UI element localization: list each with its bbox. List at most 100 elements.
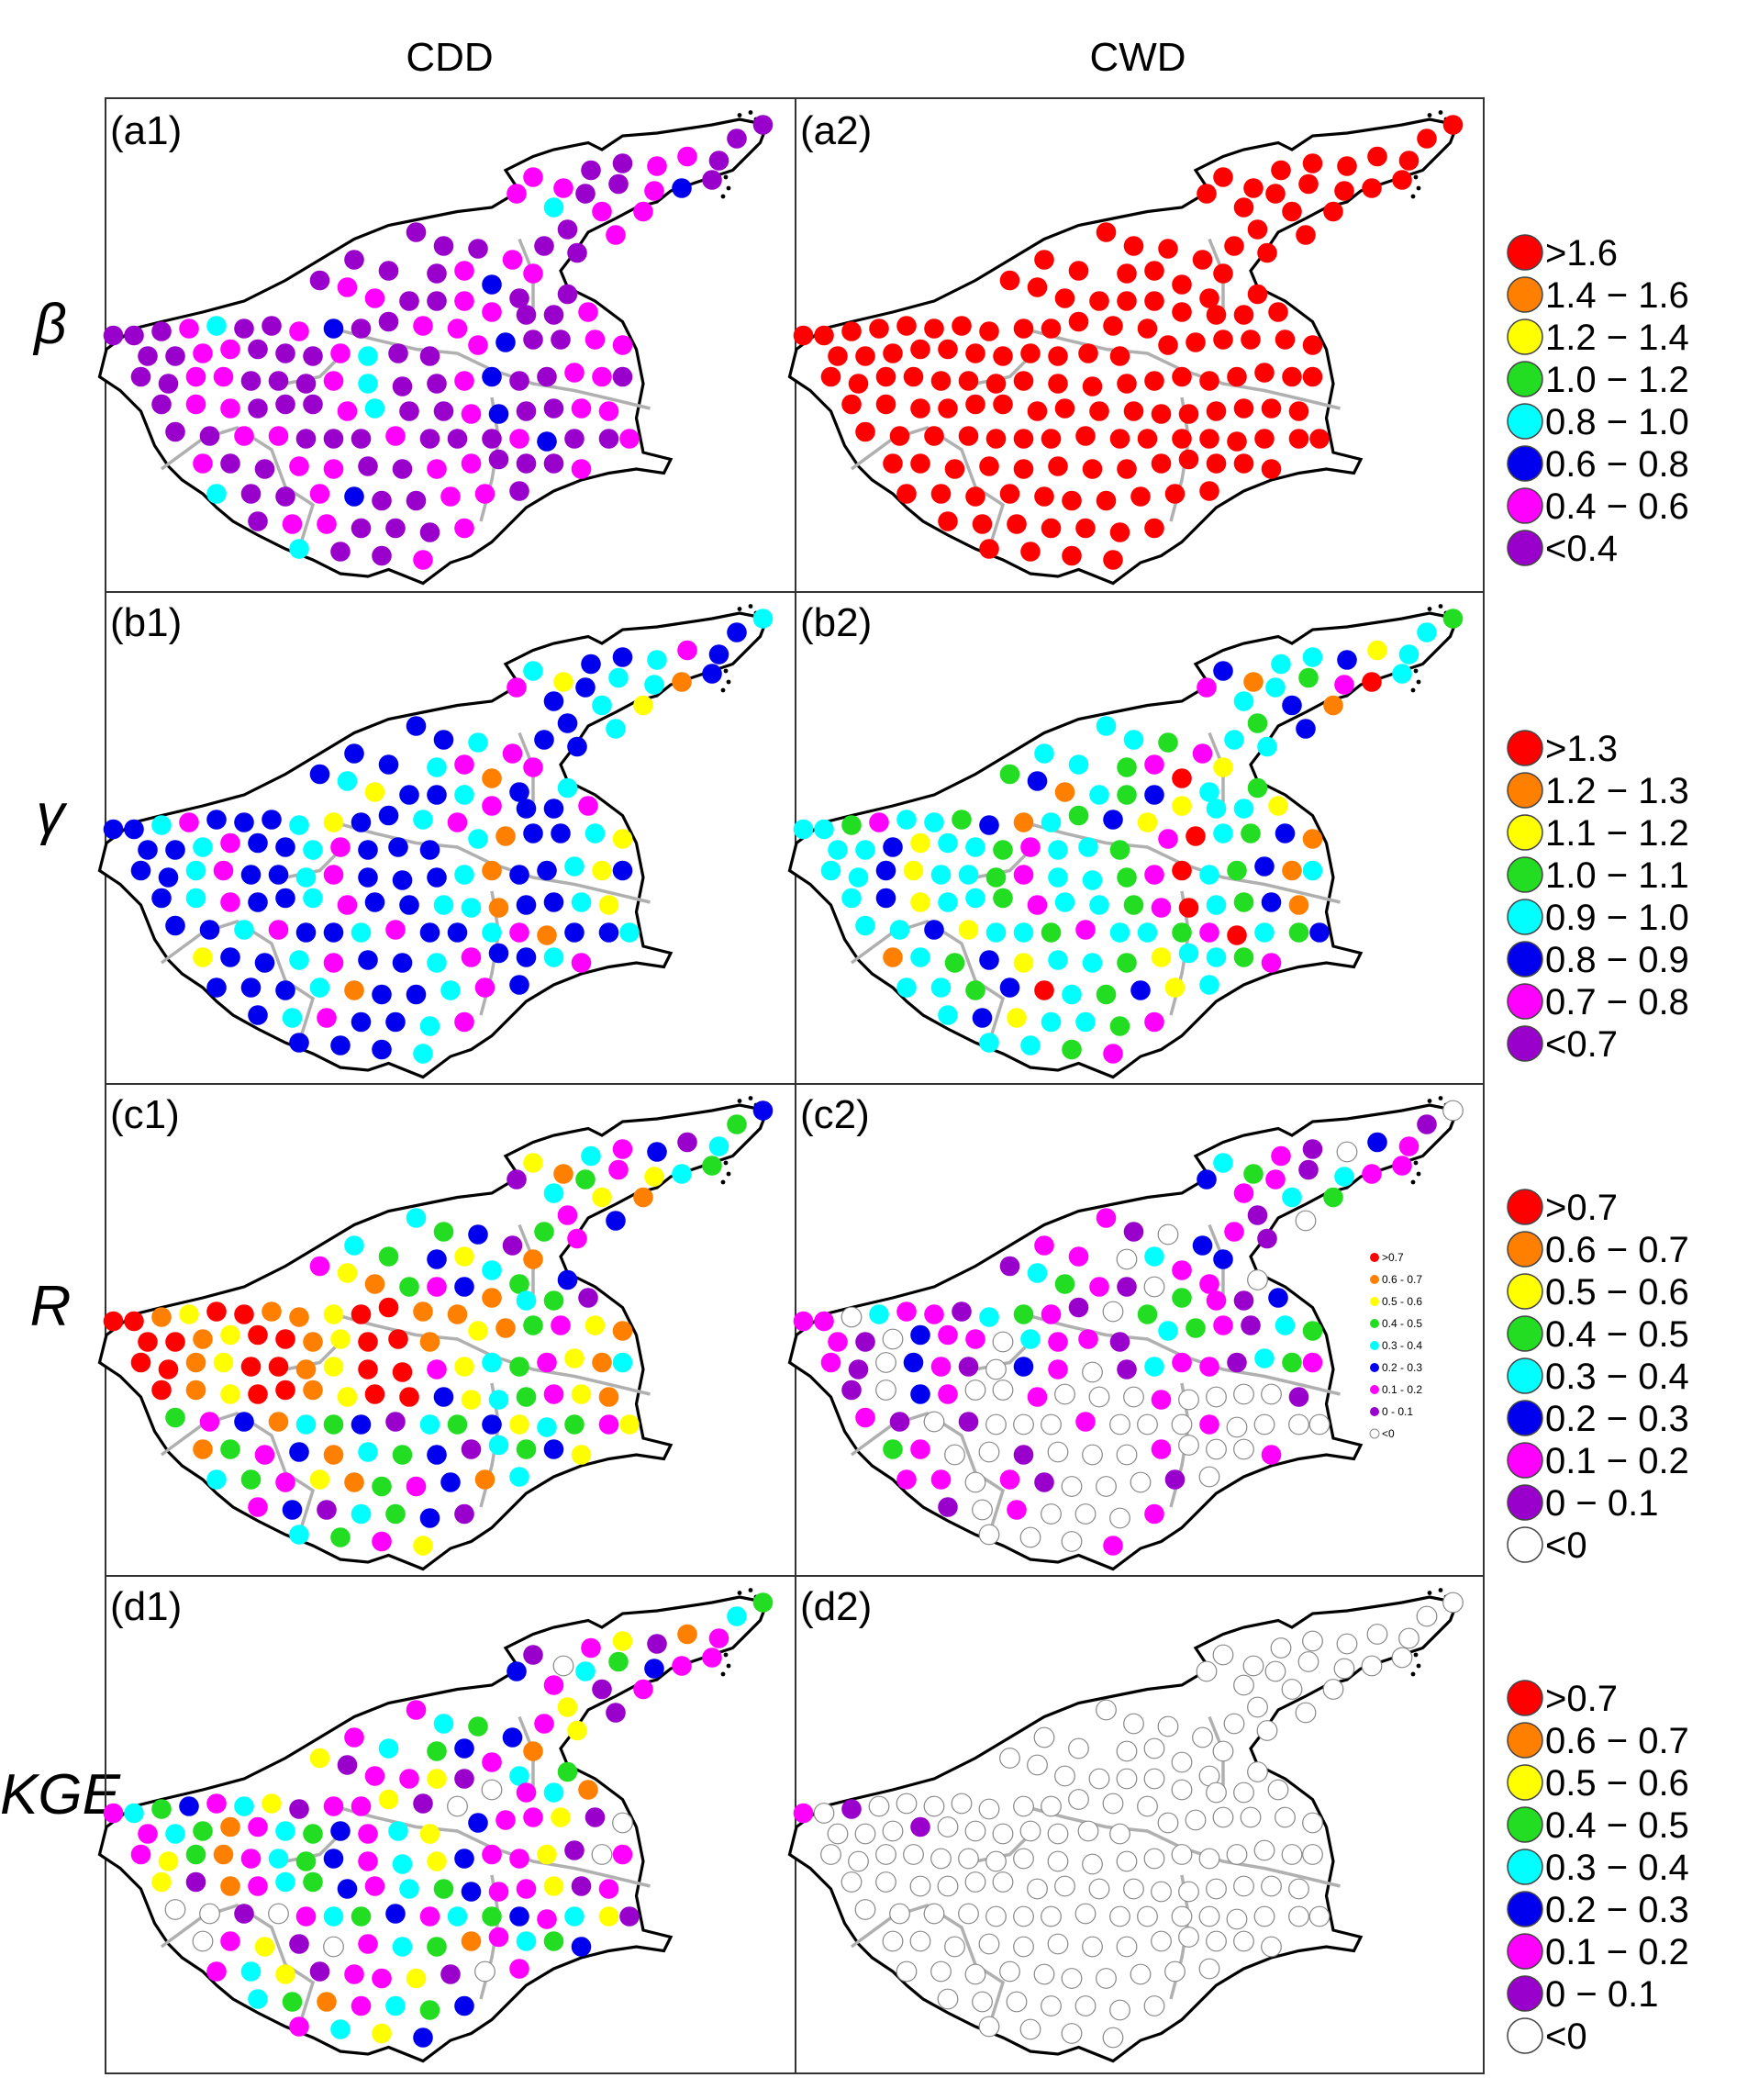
station-marker	[1034, 743, 1054, 764]
station-marker	[1007, 1008, 1027, 1028]
station-marker	[1206, 799, 1227, 819]
station-marker	[1027, 771, 1048, 791]
station-marker	[323, 1357, 344, 1377]
legend-swatch	[1507, 1849, 1543, 1885]
station-marker	[1271, 653, 1291, 675]
station-marker	[309, 484, 330, 504]
station-marker	[937, 1816, 959, 1838]
station-marker	[165, 1824, 185, 1844]
station-marker	[337, 277, 358, 297]
station-marker	[337, 401, 358, 421]
station-marker	[848, 867, 869, 888]
station-marker	[1212, 1644, 1234, 1666]
station-marker	[372, 984, 392, 1005]
station-marker	[295, 922, 317, 943]
station-marker	[1074, 1903, 1097, 1925]
station-marker	[1206, 1290, 1227, 1311]
station-marker	[1075, 920, 1096, 940]
station-marker	[999, 1256, 1020, 1277]
station-marker	[509, 1357, 529, 1377]
station-marker	[427, 757, 447, 777]
map-panel-a1	[97, 110, 774, 586]
station-marker	[344, 1964, 364, 1984]
station-marker	[1309, 429, 1330, 449]
station-marker	[1233, 947, 1254, 967]
station-marker	[1241, 330, 1261, 350]
station-marker	[330, 1035, 351, 1056]
station-marker	[151, 1799, 172, 1819]
inset-legend-swatch	[1370, 1363, 1379, 1372]
station-marker	[543, 1782, 564, 1803]
station-marker	[495, 332, 516, 352]
station-marker	[323, 318, 344, 339]
station-marker	[958, 865, 979, 885]
station-marker	[509, 1467, 529, 1487]
station-marker	[262, 1301, 282, 1322]
station-marker	[351, 1304, 372, 1324]
station-marker	[1302, 335, 1323, 355]
station-marker	[1013, 318, 1034, 339]
station-marker	[938, 892, 958, 912]
island-dot	[748, 604, 753, 609]
station-marker	[1130, 1963, 1152, 1985]
station-marker	[364, 782, 385, 802]
station-marker	[937, 1875, 959, 1897]
station-marker	[1171, 1905, 1193, 1927]
station-marker	[303, 1380, 323, 1401]
map-panel-a2	[787, 110, 1464, 586]
station-marker	[103, 1803, 124, 1824]
legend-swatch	[1507, 530, 1543, 566]
station-marker	[924, 1304, 944, 1324]
station-marker	[841, 321, 862, 341]
station-marker	[151, 1307, 172, 1327]
station-marker	[855, 421, 875, 442]
station-marker	[1123, 401, 1144, 421]
station-marker	[388, 1821, 408, 1841]
station-marker	[1013, 1445, 1034, 1465]
station-marker	[262, 316, 282, 336]
station-marker	[1041, 429, 1062, 449]
station-marker	[413, 316, 433, 336]
station-marker	[606, 719, 626, 739]
station-marker	[344, 1727, 364, 1748]
station-marker	[509, 782, 529, 802]
legend-beta: >1.61.4 − 1.61.2 − 1.41.0 − 1.20.8 − 1.0…	[1507, 233, 1689, 569]
station-marker	[502, 1727, 523, 1748]
island-dot	[1427, 1591, 1432, 1595]
station-marker	[1288, 1905, 1309, 1927]
station-marker	[1054, 782, 1075, 802]
station-marker	[468, 732, 488, 753]
station-marker	[1013, 1304, 1034, 1324]
legend-label: 0.8 − 1.0	[1545, 402, 1689, 442]
station-marker	[1198, 1466, 1220, 1488]
station-marker	[584, 1315, 606, 1335]
station-marker	[752, 1592, 774, 1613]
station-marker	[240, 1469, 262, 1490]
station-marker	[1013, 1357, 1034, 1377]
station-marker	[454, 371, 474, 391]
station-marker	[103, 819, 124, 840]
station-marker	[677, 1132, 697, 1153]
station-marker	[268, 865, 289, 885]
station-marker	[1144, 1011, 1164, 1033]
station-marker	[1261, 398, 1282, 419]
station-marker	[406, 1968, 427, 1989]
station-marker	[482, 429, 502, 449]
station-marker	[1302, 153, 1323, 173]
station-marker	[1199, 1274, 1219, 1294]
station-marker	[344, 1235, 364, 1256]
legend-label: 0.4 − 0.5	[1545, 1805, 1689, 1846]
station-marker	[385, 1995, 406, 2016]
station-marker	[868, 1795, 890, 1817]
legend-swatch	[1507, 1189, 1543, 1225]
island-dot	[1413, 174, 1419, 180]
station-marker	[564, 1906, 584, 1927]
legend-label: 0.9 − 1.0	[1545, 898, 1689, 938]
station-marker	[413, 1044, 433, 1064]
station-marker	[938, 1005, 958, 1025]
station-marker	[433, 236, 454, 256]
grid-divider-2	[105, 1083, 1485, 1085]
station-marker	[495, 826, 516, 846]
station-marker	[543, 947, 564, 967]
station-marker	[1109, 922, 1130, 943]
